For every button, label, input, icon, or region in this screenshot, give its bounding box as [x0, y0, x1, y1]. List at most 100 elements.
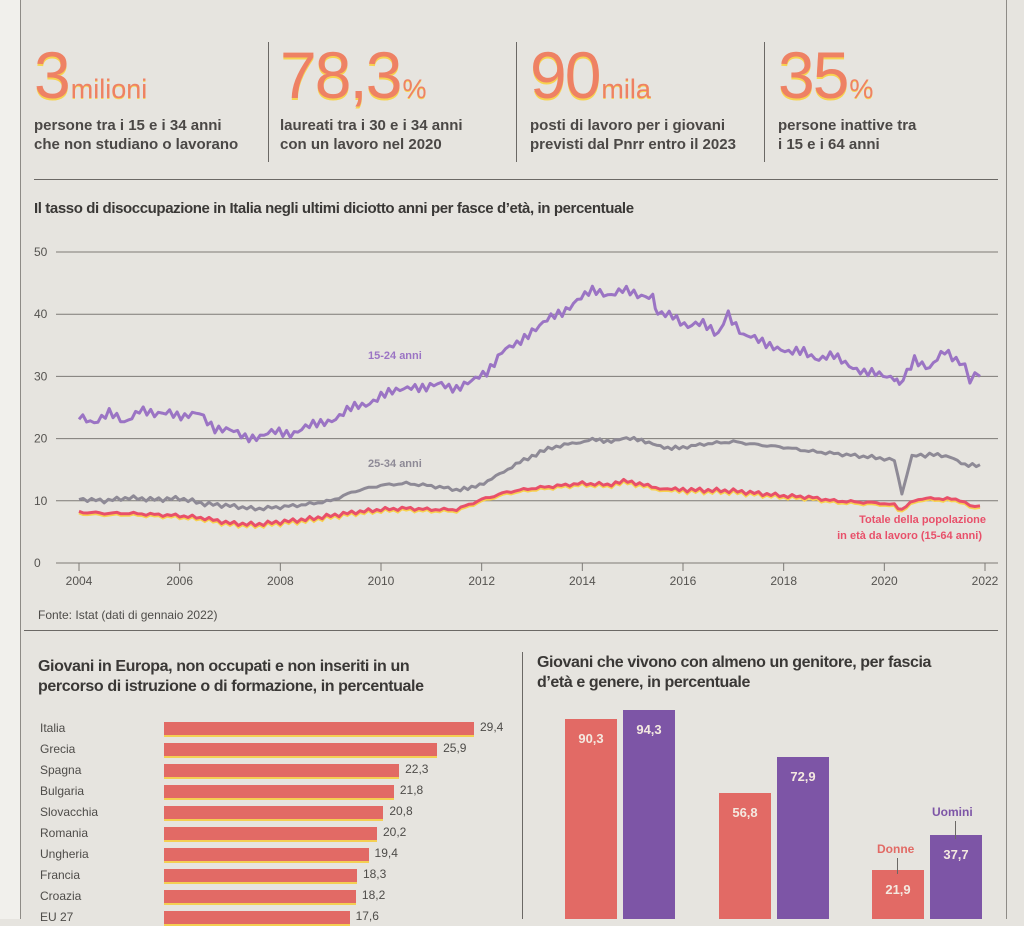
bar-donne: 90,3: [565, 718, 617, 919]
kpi-inactive: 35% persone inattive tra i 15 e i 64 ann…: [778, 42, 916, 154]
kpi-value: 90: [530, 38, 601, 112]
x-tick-label: 2022: [972, 574, 999, 588]
bar-donne: 56,8: [719, 792, 771, 919]
section-divider: [34, 179, 998, 180]
bar-category-label: Ungheria: [40, 847, 89, 861]
section-divider: [24, 630, 998, 631]
y-tick-label: 50: [34, 245, 48, 259]
kpi-unit: mila: [601, 74, 651, 104]
x-tick-label: 2008: [267, 574, 294, 588]
series-label-total-line2: in età da lavoro (15-64 anni): [837, 530, 982, 542]
bar-value-label: 21,8: [399, 783, 424, 797]
bar-row: Romania 20,2: [40, 825, 520, 842]
kpi-value: 3: [34, 38, 71, 112]
page-edge: [0, 0, 20, 919]
bar-value-label: 20,8: [389, 804, 413, 818]
title-line: Giovani in Europa, non occupati e non in…: [38, 658, 410, 675]
bar: [164, 764, 400, 777]
bar-value-label: 25,9: [443, 741, 467, 755]
bar-value-label: 94,3: [636, 721, 662, 737]
bar-row: Spagna 22,3: [40, 762, 520, 779]
bar-value-label: 29,4: [480, 720, 504, 734]
series-line-total: [78, 477, 981, 528]
x-tick-label: 2006: [166, 574, 193, 588]
kpi-separator: [516, 42, 517, 162]
bar: [164, 911, 350, 924]
x-tick-label: 2004: [66, 574, 93, 588]
y-tick-label: 30: [34, 369, 48, 383]
bar-row: Ungheria 19,4: [40, 846, 520, 863]
bar-uomini: 94,3: [623, 709, 675, 919]
bar-value-label: 20,2: [382, 825, 407, 839]
bar-row: Grecia 25,9: [40, 741, 520, 758]
kpi-desc-line: con un lavoro nel 2020: [280, 136, 442, 153]
title-line: percorso di istruzione o di formazione, …: [38, 678, 424, 695]
bar-value-label: 17,6: [355, 909, 379, 923]
page-border-left: [20, 0, 21, 919]
series-line-total-shadow: [78, 479, 981, 530]
x-tick-label: 2010: [368, 574, 395, 588]
kpi-value: 78,3: [280, 38, 402, 112]
bar-uomini: 72,9: [777, 757, 829, 919]
bar-category-label: Bulgaria: [40, 784, 85, 798]
bar: [164, 869, 357, 882]
x-tick-label: 2014: [569, 574, 596, 588]
bar: [164, 722, 474, 735]
bar-row: Croazia 18,2: [40, 888, 520, 905]
bar-value-label: 72,9: [790, 769, 816, 785]
page-border-right: [1006, 0, 1007, 919]
kpi-separator: [268, 42, 269, 162]
bar-category-label: Italia: [40, 721, 66, 735]
bar-category-label: Francia: [40, 868, 81, 882]
kpi-desc: posti di lavoro per i giovani previsti d…: [530, 116, 736, 154]
bar-row: Italia 29,4: [40, 720, 520, 737]
bar-category-label: Romania: [40, 826, 89, 840]
legend-leader-line: [897, 858, 898, 874]
kpi-desc: persone tra i 15 e i 34 anni che non stu…: [34, 116, 238, 154]
kpi-desc: laureati tra i 30 e i 34 anni con un lav…: [280, 116, 463, 154]
bar: [164, 890, 356, 903]
bar-value-label: 90,3: [578, 730, 604, 746]
neet-chart-title: Giovani in Europa, non occupati e non in…: [38, 657, 424, 697]
bar-row: Francia 18,3: [40, 867, 520, 884]
y-tick-label: 20: [34, 432, 48, 446]
y-tick-label: 40: [34, 307, 48, 321]
bar-category-label: Slovacchia: [40, 805, 99, 819]
title-line: Giovani che vivono con almeno un genitor…: [537, 654, 932, 671]
series-line-25-34: [78, 435, 981, 512]
x-tick-label: 2018: [770, 574, 797, 588]
kpi-separator: [764, 42, 765, 162]
series-label-total-line1: Totale della popolazione: [859, 514, 986, 526]
series-line-15-24: [77, 284, 981, 444]
kpi-desc-line: i 15 e i 64 anni: [778, 136, 880, 153]
x-tick-label: 2016: [670, 574, 697, 588]
bar: [164, 827, 377, 840]
bar-row: Bulgaria 21,8: [40, 783, 520, 800]
title-line: d’età e genere, in percentuale: [537, 674, 750, 691]
kpi-value: 35: [778, 38, 849, 112]
y-tick-label: 10: [34, 494, 48, 508]
bar: [164, 743, 438, 756]
y-tick-label: 0: [34, 556, 41, 570]
bar-value-label: 18,2: [361, 888, 386, 902]
series-label-25-34: 25-34 anni: [368, 458, 422, 470]
kpi-jobs: 90mila posti di lavoro per i giovani pre…: [530, 42, 736, 154]
bar-category-label: Grecia: [40, 742, 76, 756]
kpi-desc-line: laureati tra i 30 e i 34 anni: [280, 117, 463, 134]
kpi-unit: %: [402, 74, 427, 104]
bar-category-label: Croazia: [40, 889, 82, 903]
kpi-desc-line: che non studiano o lavorano: [34, 136, 239, 153]
bar-category-label: EU 27: [40, 910, 74, 924]
x-tick-label: 2012: [468, 574, 495, 588]
bar: [164, 785, 394, 798]
chart-source: Fonte: Istat (dati di gennaio 2022): [38, 608, 218, 622]
bar-value-label: 21,9: [885, 882, 911, 898]
legend-leader-line: [955, 821, 956, 839]
kpi-desc-line: previsti dal Pnrr entro il 2023: [530, 136, 736, 153]
kpi-unit: milioni: [70, 74, 148, 104]
bar-value-label: 19,4: [374, 846, 398, 860]
bar-value-label: 37,7: [943, 847, 969, 863]
kpi-desc-line: persone tra i 15 e i 34 anni: [34, 117, 222, 134]
legend-donne: Donne: [877, 842, 915, 856]
kpi-graduates: 78,3% laureati tra i 30 e i 34 anni con …: [280, 42, 463, 154]
